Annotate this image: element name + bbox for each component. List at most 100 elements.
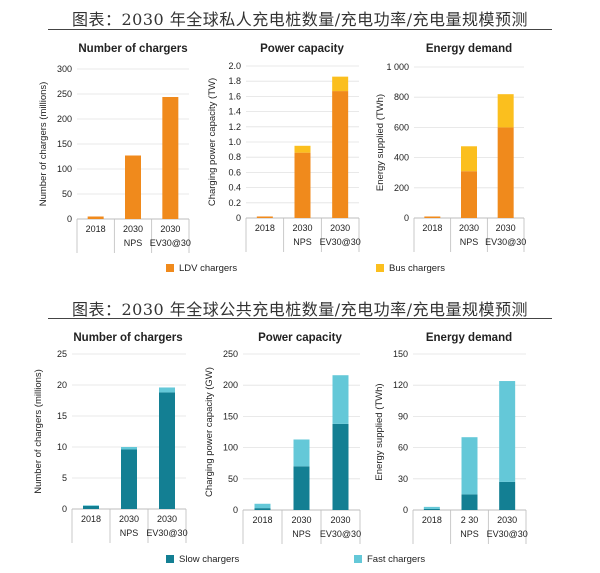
y-tick-label: 2.0 <box>228 61 241 71</box>
bar-slow-chargers <box>254 508 271 510</box>
y-tick-label: 1.4 <box>228 107 241 117</box>
y-tick-label: 0.4 <box>228 183 241 193</box>
x-category-label: 2030 <box>160 224 180 234</box>
x-category-label: 2018 <box>252 515 272 525</box>
x-category-label: NPS <box>124 238 143 248</box>
y-tick-label: 0 <box>404 213 409 223</box>
y-tick-label: 200 <box>223 380 238 390</box>
bar-slow-chargers <box>499 481 516 510</box>
y-tick-label: 600 <box>394 122 409 132</box>
y-tick-label: 0.8 <box>228 152 241 162</box>
x-category-label: EV30@30 <box>320 237 361 247</box>
y-tick-label: 1.0 <box>228 137 241 147</box>
y-tick-label: 250 <box>223 349 238 359</box>
x-category-label: NPS <box>293 237 312 247</box>
bar-ldv-chargers <box>294 152 311 218</box>
y-tick-label: 100 <box>57 164 72 174</box>
x-category-label: EV30@30 <box>487 529 528 539</box>
bar-bus-chargers <box>461 146 477 172</box>
bar-ldv-chargers <box>424 216 441 218</box>
y-axis-label: Number of chargers (millions) <box>33 369 44 494</box>
y-axis-label: Charging power capacity (GW) <box>204 367 215 497</box>
x-category-label: EV30@30 <box>320 529 361 539</box>
x-category-label: 2030 <box>291 515 311 525</box>
x-category-label: 2030 <box>292 223 312 233</box>
y-tick-label: 0 <box>233 505 238 515</box>
bottom-legend-label: Fast chargers <box>367 554 425 565</box>
y-tick-label: 20 <box>57 380 67 390</box>
x-category-label: 2030 <box>330 223 350 233</box>
chart-title: Energy demand <box>426 332 512 344</box>
y-tick-label: 10 <box>57 442 67 452</box>
top-legend-swatch <box>166 264 174 272</box>
y-tick-label: 25 <box>57 349 67 359</box>
bar-bus-chargers <box>497 94 514 128</box>
bar-fast-chargers <box>121 447 137 450</box>
chart-title: Number of chargers <box>73 332 182 344</box>
y-tick-label: 800 <box>394 92 409 102</box>
x-category-label: 2018 <box>81 514 101 524</box>
y-tick-label: 1 000 <box>386 62 409 72</box>
bar-slow-chargers <box>461 494 478 510</box>
y-tick-label: 150 <box>393 349 408 359</box>
y-tick-label: 60 <box>398 443 408 453</box>
y-tick-label: 30 <box>398 474 408 484</box>
x-category-label: EV30@30 <box>150 238 191 248</box>
top-caption: 图表：2030 年全球私人充电桩数量/充电功率/充电量规模预测 <box>71 10 529 29</box>
bar-fast-chargers <box>83 505 99 506</box>
x-category-label: 2030 <box>119 514 139 524</box>
x-category-label: 2018 <box>422 515 442 525</box>
bar-fast-chargers <box>423 506 440 509</box>
bar-bus-chargers <box>294 145 311 153</box>
bar-ldv-chargers <box>87 216 104 219</box>
chart-title: Number of chargers <box>78 43 187 55</box>
y-tick-label: 15 <box>57 411 67 421</box>
bottom-legend-swatch <box>166 555 174 563</box>
x-category-label: 2030 <box>497 515 517 525</box>
x-category-label: NPS <box>460 529 479 539</box>
top-legend-label: LDV chargers <box>179 263 237 274</box>
y-tick-label: 1.6 <box>228 91 241 101</box>
bottom-caption: 图表：2030 年全球公共充电桩数量/充电功率/充电量规模预测 <box>71 300 529 319</box>
chart-panel-1: Number of chargers 0 50 100 150 200 250 300 Numb… <box>38 43 191 253</box>
bottom-legend-swatch <box>354 555 362 563</box>
bar-fast-chargers <box>332 375 349 424</box>
y-tick-label: 150 <box>223 411 238 421</box>
y-tick-label: 0 <box>67 214 72 224</box>
y-tick-label: 200 <box>57 114 72 124</box>
y-tick-label: 50 <box>62 189 72 199</box>
top-legend-label: Bus chargers <box>389 263 445 274</box>
bar-slow-chargers <box>121 449 137 509</box>
y-tick-label: 1.2 <box>228 122 241 132</box>
x-category-label: EV30@30 <box>146 528 187 538</box>
bar-ldv-chargers <box>461 171 477 218</box>
bar-slow-chargers <box>293 466 310 510</box>
x-category-label: 2030 <box>496 223 516 233</box>
chart-title: Power capacity <box>258 332 342 344</box>
x-category-label: NPS <box>292 529 311 539</box>
y-tick-label: 400 <box>394 153 409 163</box>
chart-panel-2: Power capacity 0 0.2 0.4 0.6 0.8 1.0 1.2 1.4 1.6 1… <box>207 43 361 252</box>
y-tick-label: 50 <box>228 474 238 484</box>
y-tick-label: 150 <box>57 139 72 149</box>
x-category-label: EV30@30 <box>485 237 526 247</box>
bar-slow-chargers <box>159 392 175 509</box>
bar-fast-chargers <box>159 387 175 393</box>
x-category-label: 2 30 <box>461 515 479 525</box>
y-tick-label: 0 <box>62 504 67 514</box>
y-tick-label: 0.6 <box>228 167 241 177</box>
x-category-label: 2030 <box>459 223 479 233</box>
x-category-label: 2030 <box>330 515 350 525</box>
chart-panel-5: Power capacity 0 50 100 150 200 250 Charging po… <box>204 332 361 544</box>
bottom-caption-rule <box>48 318 552 319</box>
bar-bus-chargers <box>332 76 349 92</box>
x-category-label: 2018 <box>86 224 106 234</box>
y-tick-label: 300 <box>57 64 72 74</box>
bar-fast-chargers <box>499 381 516 482</box>
x-category-label: 2030 <box>123 224 143 234</box>
y-tick-label: 120 <box>393 380 408 390</box>
y-tick-label: 0.2 <box>228 198 241 208</box>
bar-fast-chargers <box>461 437 478 495</box>
y-tick-label: 1.8 <box>228 76 241 86</box>
y-axis-label: Number of chargers (millions) <box>38 82 49 207</box>
